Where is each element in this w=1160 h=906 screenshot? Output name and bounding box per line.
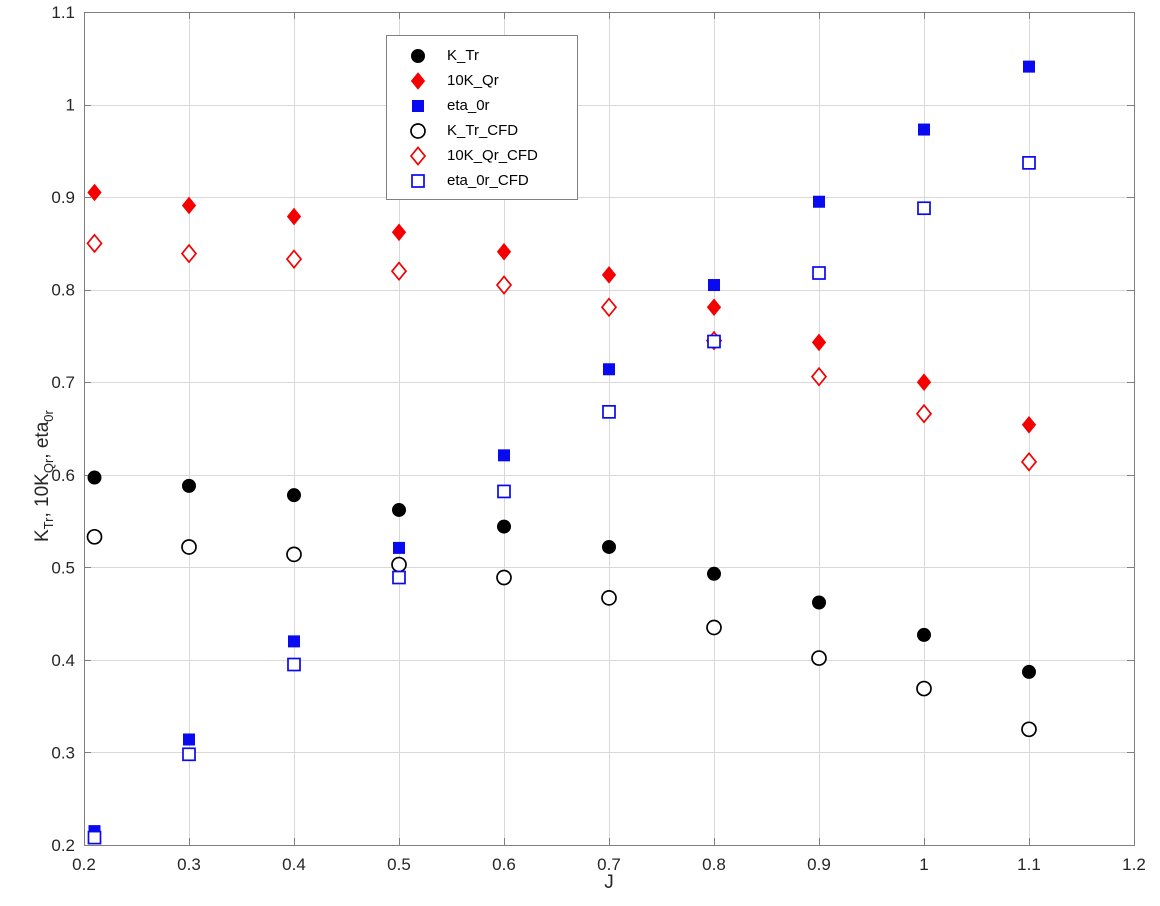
legend-marker-filled-square-icon [412,99,424,112]
y-axis-label-part: , eta [32,421,53,459]
y-axis-label-sub: Qr [40,458,56,474]
legend-marker-open-square-icon [411,173,425,188]
legend-item-k-tr-cfd: K_Tr_CFD [387,118,577,143]
y-axis-label-part: , 10K [32,473,53,518]
svg-text:0.5: 0.5 [51,558,75,577]
svg-text:0.3: 0.3 [51,743,75,762]
svg-text:0.8: 0.8 [702,855,726,874]
series-K_Tr_CFD [86,528,1037,738]
series-10K_Qr [87,183,1037,434]
y-axis-label-part: K [32,529,53,542]
legend-item-10k-qr-cfd: 10K_Qr_CFD [387,143,577,168]
svg-text:0.2: 0.2 [51,836,75,855]
svg-text:0.7: 0.7 [597,855,621,874]
tick-marks [84,12,1135,846]
legend-item-eta-0r-cfd: eta_0r_CFD [387,168,577,193]
legend-label-k-tr: K_Tr [447,47,479,64]
svg-text:1.1: 1.1 [51,3,75,22]
svg-text:0.8: 0.8 [51,281,75,300]
legend-label-eta-0r: eta_0r [447,97,490,114]
svg-text:0.5: 0.5 [387,855,411,874]
grid-lines [84,12,1135,846]
legend-label-10k-qr-cfd: 10K_Qr_CFD [447,147,538,164]
svg-text:0.9: 0.9 [51,188,75,207]
legend-marker-filled-circle-icon [411,48,425,63]
svg-text:0.9: 0.9 [807,855,831,874]
svg-text:0.7: 0.7 [51,373,75,392]
svg-text:0.6: 0.6 [51,466,75,485]
svg-text:0.3: 0.3 [177,855,201,874]
svg-text:1.2: 1.2 [1122,855,1146,874]
legend-marker-open-circle-icon [410,122,426,139]
svg-text:0.4: 0.4 [282,855,306,874]
legend-label-k-tr-cfd: K_Tr_CFD [447,122,519,139]
series-10K_Qr_CFD [86,233,1038,472]
svg-text:1: 1 [66,96,75,115]
legend: K_Tr 10K_Qr eta_0r K_Tr_CFD 10K_Qr_CFD e… [386,35,578,200]
legend-item-eta-0r: eta_0r [387,93,577,118]
y-tick-labels: 0.2 0.3 0.4 0.5 0.6 0.7 0.8 0.9 1 1.1 [51,3,75,855]
y-axis-label-sub: Tr [40,517,56,530]
svg-text:1.1: 1.1 [1017,855,1041,874]
legend-label-10k-qr: 10K_Qr [447,72,499,89]
svg-text:0.2: 0.2 [72,855,96,874]
svg-text:0.4: 0.4 [51,651,75,670]
y-axis-label-sub: 0r [40,410,56,422]
series-K_Tr [87,470,1036,679]
series-eta_0r_CFD [87,156,1036,845]
x-axis-label: J [604,872,614,893]
y-axis-label: KTr, 10KQr, eta0r [32,410,56,542]
legend-marker-open-diamond-icon [409,145,427,166]
legend-label-eta-0r-cfd: eta_0r_CFD [447,172,529,189]
x-tick-labels: 0.2 0.3 0.4 0.5 0.6 0.7 0.8 0.9 1 1.1 1.2 [72,855,1146,874]
svg-text:0.6: 0.6 [492,855,516,874]
legend-item-10k-qr: 10K_Qr [387,68,577,93]
legend-marker-filled-diamond-icon [410,71,426,90]
svg-text:1: 1 [919,855,928,874]
legend-item-k-tr: K_Tr [387,43,577,68]
